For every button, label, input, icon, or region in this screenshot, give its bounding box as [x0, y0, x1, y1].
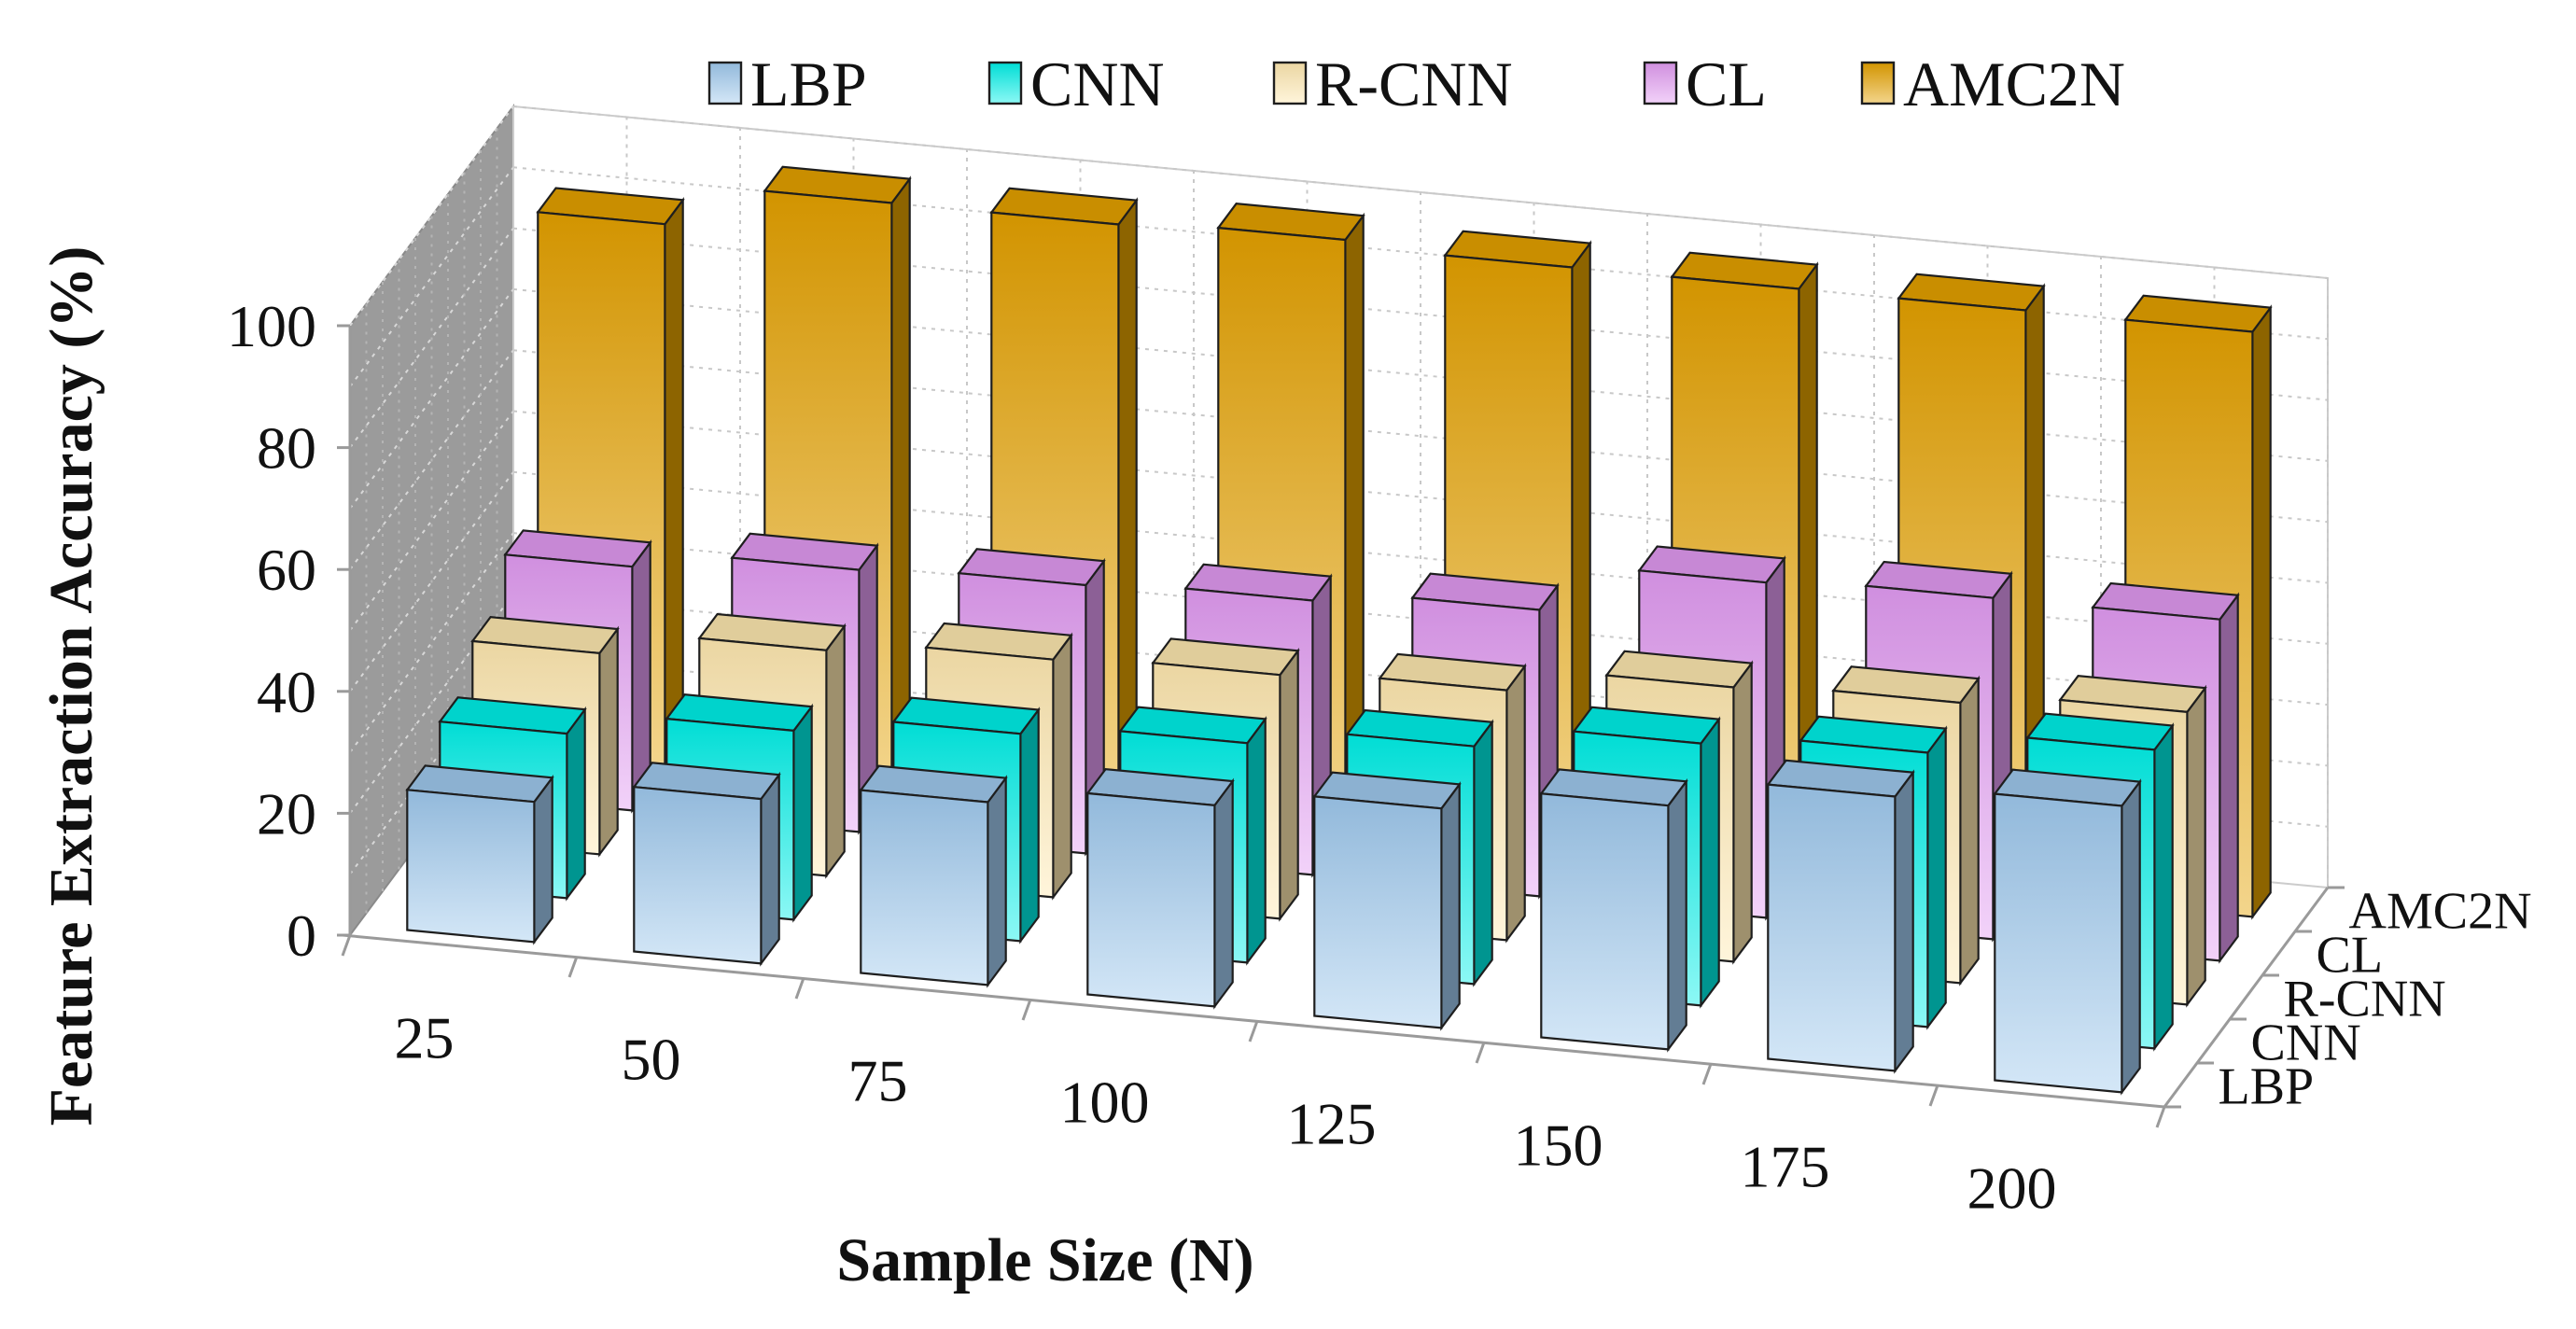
legend-swatch — [987, 61, 1023, 105]
x-tick — [1701, 1063, 1713, 1085]
bar-side-face — [890, 175, 911, 791]
bar-LBP-100 — [1085, 767, 1235, 1010]
legend-label: LBP — [750, 49, 867, 119]
bar-side-face — [1279, 647, 1299, 922]
y-tick-label: 100 — [227, 293, 316, 359]
legend-label: R-CNN — [1315, 49, 1513, 119]
legend-label: CNN — [1030, 49, 1165, 119]
x-tick — [567, 956, 579, 978]
bar-side-face — [2186, 684, 2206, 1008]
depth-tick-label: CL — [2317, 927, 2384, 985]
bar-front-face — [860, 789, 989, 986]
bar-side-face — [1667, 777, 1687, 1053]
x-tick — [1021, 999, 1032, 1021]
bar-front-face — [1994, 792, 2123, 1094]
x-axis-title: Sample Size (N) — [836, 1226, 1253, 1294]
legend-label: CL — [1686, 49, 1767, 119]
bar-LBP-125 — [1312, 771, 1462, 1031]
depth-tick-label: CNN — [2251, 1014, 2361, 1072]
legend-item-R-CNN: R-CNN — [1272, 49, 1513, 119]
legend-item-AMC2N: AMC2N — [1860, 49, 2125, 119]
x-tick-label: 100 — [1060, 1070, 1150, 1136]
bar-side-face — [1894, 769, 1914, 1074]
x-tick — [1928, 1084, 1939, 1107]
bar-side-face — [533, 774, 553, 945]
x-tick-label: 50 — [622, 1027, 681, 1093]
legend-swatch — [1643, 61, 1678, 105]
y-tick-label: 40 — [257, 659, 316, 725]
legend-label: AMC2N — [1903, 49, 2125, 119]
x-tick — [1475, 1042, 1486, 1064]
x-tick-label: 125 — [1287, 1091, 1377, 1157]
bar-side-face — [1052, 632, 1072, 901]
chart-axes: 0 20 40 60 80 100 25 50 75 100 125 150 175 200 LBPCNNR… — [227, 293, 2532, 1222]
x-tick-label: 150 — [1514, 1112, 1603, 1179]
legend-swatch — [1860, 61, 1896, 105]
chart-legend: LBP CNN R-CNN CL AMC2N — [707, 49, 2125, 119]
bar-side-face — [1246, 716, 1267, 966]
bar-side-face — [1019, 706, 1040, 944]
bar-front-face — [1540, 792, 1670, 1051]
bar-side-face — [1732, 660, 1753, 965]
y-tick-label: 60 — [257, 537, 316, 603]
x-tick — [1248, 1020, 1259, 1042]
bar-LBP-150 — [1539, 768, 1688, 1053]
y-tick-label: 80 — [257, 415, 316, 482]
legend-swatch — [707, 61, 743, 105]
bar-side-face — [664, 196, 684, 770]
bar-front-face — [1767, 783, 1897, 1072]
y-tick-label: 0 — [287, 902, 316, 969]
legend-item-CNN: CNN — [987, 49, 1165, 119]
bar-side-face — [566, 706, 586, 902]
x-tick — [341, 934, 352, 957]
legend-item-LBP: LBP — [707, 49, 867, 119]
x-tick-label: 25 — [395, 1005, 455, 1071]
bar-side-face — [2153, 722, 2174, 1052]
x-tick-label: 175 — [1741, 1134, 1830, 1200]
bar-side-face — [1213, 777, 1234, 1010]
bar-front-face — [406, 789, 536, 944]
bar-side-face — [825, 623, 846, 879]
depth-tick-label: R-CNN — [2284, 971, 2446, 1028]
bar-side-face — [598, 625, 619, 858]
bar-LBP-75 — [859, 764, 1008, 988]
bar-side-face — [760, 771, 780, 967]
y-axis-title: Feature Extraction Accuracy (%) — [37, 246, 105, 1126]
bar-side-face — [792, 703, 813, 923]
x-tick-label: 200 — [1967, 1155, 2057, 1222]
bar-LBP-175 — [1766, 759, 1915, 1074]
bar-side-face — [1700, 716, 1720, 1009]
x-tick — [794, 977, 805, 1000]
chart-bars — [405, 165, 2273, 1096]
bar-side-face — [2121, 778, 2141, 1096]
bar-side-face — [1505, 663, 1526, 944]
x-tick — [2155, 1106, 2166, 1128]
x-tick-label: 75 — [848, 1048, 908, 1114]
bar-side-face — [987, 775, 1007, 988]
bar-side-face — [1473, 719, 1493, 987]
depth-tick-label: AMC2N — [2349, 883, 2532, 941]
bar-side-face — [1440, 781, 1461, 1031]
y-tick-label: 20 — [257, 780, 316, 846]
x-axis-line — [342, 933, 2165, 1109]
bar-side-face — [1926, 725, 1947, 1030]
legend-item-CL: CL — [1643, 49, 1767, 119]
bar-LBP-25 — [405, 764, 554, 945]
bar-LBP-50 — [632, 762, 781, 967]
bar-LBP-200 — [1993, 768, 2142, 1096]
bar-side-face — [2251, 304, 2272, 920]
bar-front-face — [1313, 795, 1443, 1029]
legend-swatch — [1272, 61, 1308, 105]
bar-front-face — [633, 785, 763, 965]
bar-front-face — [1086, 791, 1216, 1008]
bar-side-face — [1959, 675, 1980, 986]
depth-axis-line — [2163, 887, 2330, 1108]
depth-tick-label: LBP — [2219, 1058, 2315, 1116]
bar-side-face — [2219, 592, 2239, 964]
